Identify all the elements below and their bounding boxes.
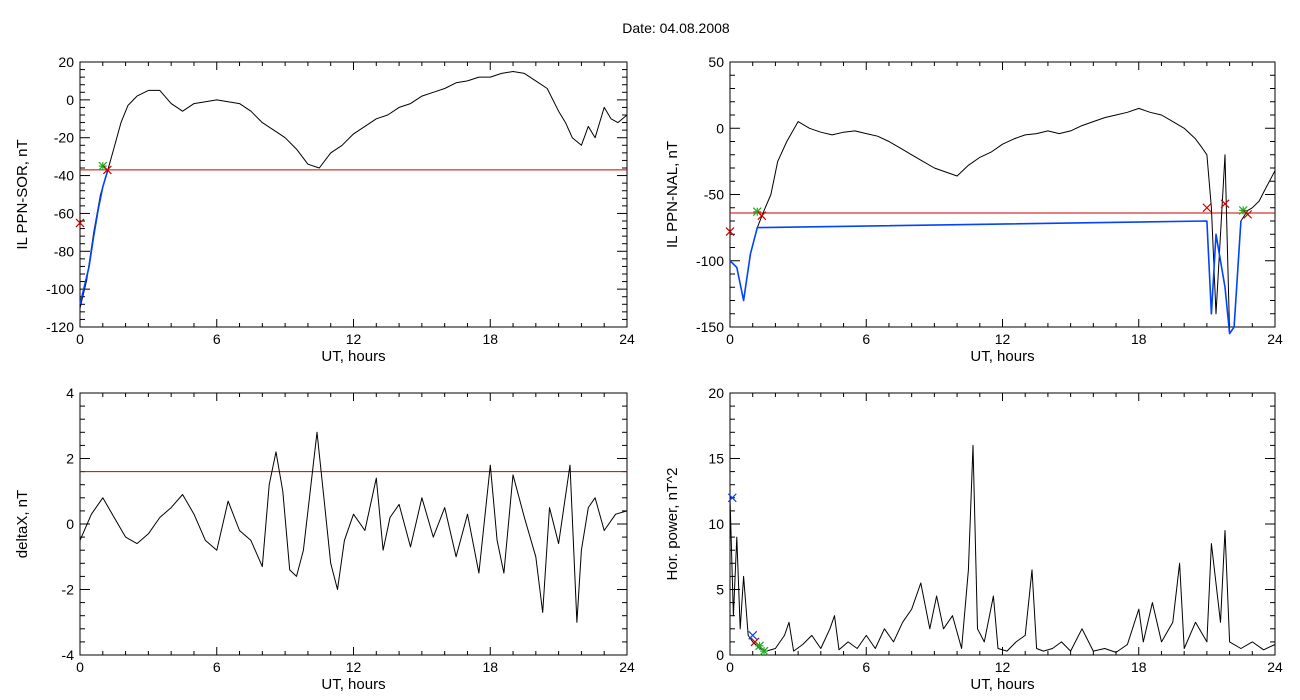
x-axis-title: UT, hours <box>970 676 1034 693</box>
event-marker <box>1220 199 1230 209</box>
y-axis-title: IL PPN-NAL, nT <box>664 141 681 248</box>
figure-title: Date: 04.08.2008 <box>622 20 730 36</box>
event-marker <box>759 646 769 656</box>
y-tick-label: 20 <box>708 385 724 401</box>
highlight-segment <box>729 220 1242 335</box>
y-tick-label: 15 <box>708 451 724 467</box>
event-marker <box>727 493 737 503</box>
y-tick-label: 0 <box>66 92 74 108</box>
y-tick-label: -2 <box>62 582 75 598</box>
event-marker <box>755 641 764 651</box>
series-line <box>79 431 628 623</box>
x-tick-label: 12 <box>346 659 362 675</box>
event-marker <box>1243 209 1253 219</box>
y-tick-label: 20 <box>58 54 74 70</box>
y-tick-label: 0 <box>716 120 724 136</box>
y-tick-label: 10 <box>708 516 724 532</box>
y-tick-label: -100 <box>46 281 74 297</box>
event-marker <box>1202 203 1212 213</box>
x-tick-label: 24 <box>619 659 635 675</box>
event-marker <box>725 227 735 237</box>
x-tick-label: 18 <box>1131 659 1147 675</box>
x-tick-label: 0 <box>726 331 734 347</box>
y-tick-label: -60 <box>54 205 74 221</box>
event-marker <box>75 218 85 228</box>
y-tick-label: -4 <box>62 647 75 663</box>
y-tick-label: 50 <box>708 54 724 70</box>
y-tick-label: 2 <box>66 451 74 467</box>
y-tick-label: 4 <box>66 385 74 401</box>
x-axis-title: UT, hours <box>321 348 385 365</box>
y-tick-label: -120 <box>46 319 74 335</box>
x-tick-label: 6 <box>213 331 221 347</box>
x-tick-label: 18 <box>482 659 498 675</box>
event-marker <box>102 165 112 175</box>
event-marker <box>757 211 767 221</box>
y-tick-label: 0 <box>66 516 74 532</box>
plot-frame <box>729 392 1276 656</box>
y-axis-title: IL PPN-SOR, nT <box>14 139 31 249</box>
y-tick-label: -100 <box>696 253 724 269</box>
panel-hor-power: 0 6 12 18 24 0 5 10 15 20 UT, hours Hor. power, nT^… <box>664 385 1283 693</box>
panel-ppn-sor: 0 6 12 18 24 -120 -100 -80 -60 -40 -20 0 20 UT, hours… <box>14 54 635 365</box>
event-marker <box>748 630 758 640</box>
y-tick-label: -80 <box>54 243 74 259</box>
plot-frame <box>729 61 1276 328</box>
y-tick-label: -20 <box>54 130 74 146</box>
y-tick-label: -150 <box>696 319 724 335</box>
x-tick-label: 18 <box>482 331 498 347</box>
panel-ppn-nal: 0 6 12 18 24 -150 -100 -50 0 50 UT, hours IL PPN-NA… <box>664 54 1283 365</box>
y-tick-label: -50 <box>704 187 724 203</box>
x-axis-title: UT, hours <box>970 348 1034 365</box>
x-tick-label: 6 <box>862 659 870 675</box>
x-tick-label: 12 <box>995 331 1011 347</box>
x-tick-label: 12 <box>995 659 1011 675</box>
y-axis-title: deltaX, nT <box>14 490 31 558</box>
plot-frame <box>79 392 628 656</box>
y-tick-label: 5 <box>716 582 724 598</box>
x-tick-label: 6 <box>862 331 870 347</box>
series-line <box>79 71 628 309</box>
x-tick-label: 6 <box>213 659 221 675</box>
x-tick-label: 0 <box>76 659 84 675</box>
x-tick-label: 24 <box>1267 659 1283 675</box>
series-line <box>729 444 1276 653</box>
x-tick-label: 0 <box>76 331 84 347</box>
y-tick-label: -40 <box>54 168 74 184</box>
series-line <box>729 107 1276 335</box>
x-tick-label: 18 <box>1131 331 1147 347</box>
plot-frame <box>79 61 628 328</box>
y-axis-title: Hor. power, nT^2 <box>664 468 681 581</box>
x-tick-label: 24 <box>1267 331 1283 347</box>
x-tick-label: 12 <box>346 331 362 347</box>
y-tick-label: 0 <box>716 647 724 663</box>
x-tick-label: 24 <box>619 331 635 347</box>
x-tick-label: 0 <box>726 659 734 675</box>
x-axis-title: UT, hours <box>321 676 385 693</box>
highlight-segment <box>79 171 109 305</box>
